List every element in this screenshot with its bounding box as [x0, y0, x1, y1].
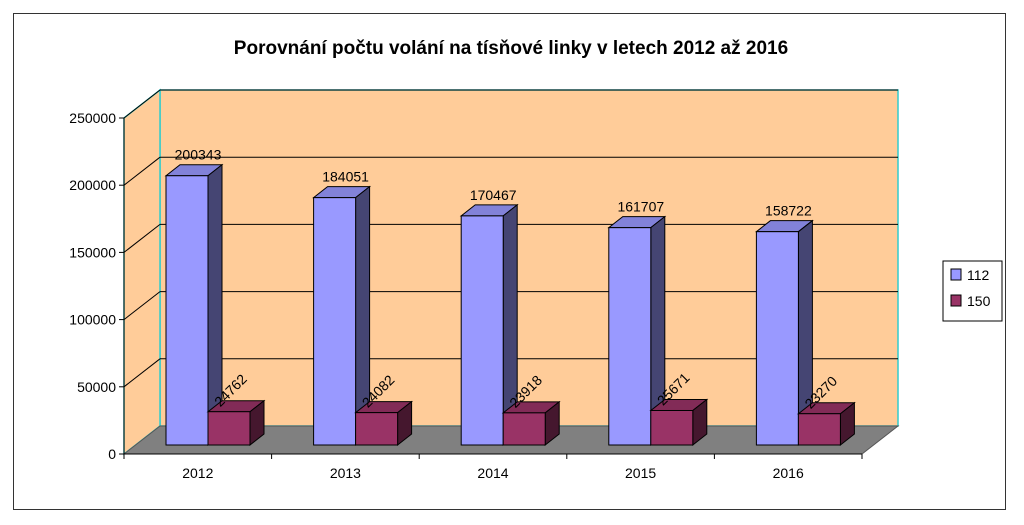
y-tick-label: 150000	[69, 244, 116, 260]
bar-112-2012	[165, 175, 209, 446]
legend-swatch-150	[950, 294, 962, 307]
gridline-side	[123, 358, 161, 388]
y-tick-label: 200000	[69, 177, 116, 193]
data-label: 158722	[765, 203, 812, 219]
data-label: 170467	[470, 187, 517, 203]
data-label: 161707	[617, 199, 664, 215]
bar-150-2012	[207, 411, 251, 446]
data-label: 200343	[175, 147, 222, 163]
y-tick-label: 250000	[69, 110, 116, 126]
data-label: 184051	[322, 169, 369, 185]
bar-112-2013	[313, 197, 357, 446]
x-tick-label: 2012	[182, 465, 213, 481]
legend-label-150: 150	[967, 293, 991, 309]
gridline-side	[123, 89, 161, 119]
gridline-side	[123, 291, 161, 320]
x-tick-label: 2014	[477, 465, 508, 481]
bar-112-2015	[608, 227, 652, 446]
gridline-side	[123, 156, 161, 186]
gridline-side	[123, 224, 161, 253]
y-tick-label: 50000	[77, 379, 116, 395]
x-tick-label: 2015	[625, 465, 656, 481]
legend-swatch-112	[950, 268, 962, 281]
legend: 112 150	[942, 260, 1003, 322]
y-tick-label: 100000	[69, 312, 116, 328]
bar-150-2015	[650, 409, 694, 446]
bar-112-2016	[755, 231, 799, 446]
legend-label-112: 112	[967, 267, 990, 283]
bar-112-2014	[460, 215, 504, 446]
bar-150-2013	[355, 412, 399, 446]
side-wall	[123, 88, 161, 456]
chart-title: Porovnání počtu volání na tísňové linky …	[234, 38, 788, 59]
x-tick-label: 2016	[773, 465, 804, 481]
bar-150-2014	[502, 412, 546, 446]
y-tick-label: 0	[108, 446, 116, 462]
x-tick-label: 2013	[330, 465, 361, 481]
bar-150-2016	[797, 413, 841, 446]
